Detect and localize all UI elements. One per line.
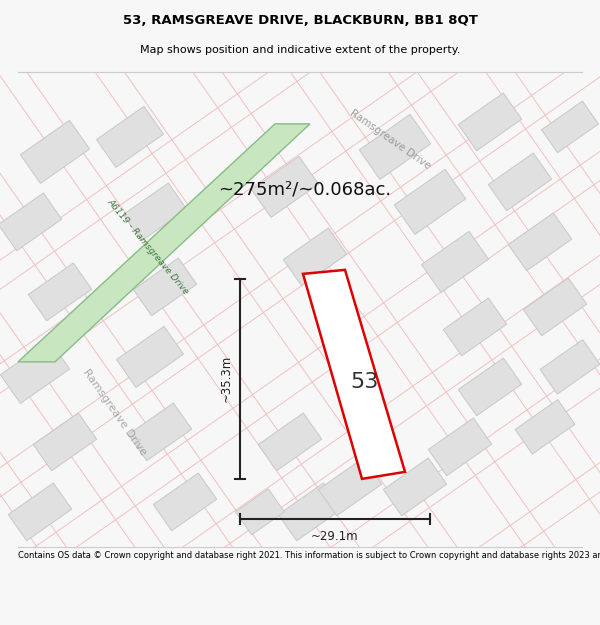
Polygon shape xyxy=(541,101,599,152)
Polygon shape xyxy=(133,258,197,316)
Polygon shape xyxy=(128,403,192,461)
Polygon shape xyxy=(116,326,184,388)
Text: 53, RAMSGREAVE DRIVE, BLACKBURN, BB1 8QT: 53, RAMSGREAVE DRIVE, BLACKBURN, BB1 8QT xyxy=(122,14,478,27)
Polygon shape xyxy=(20,121,89,183)
Polygon shape xyxy=(1,341,70,403)
Text: A6119 - Ramsgreave Drive: A6119 - Ramsgreave Drive xyxy=(106,198,191,296)
Polygon shape xyxy=(421,231,488,292)
Polygon shape xyxy=(443,298,507,356)
Polygon shape xyxy=(8,483,72,541)
Polygon shape xyxy=(394,169,466,234)
Text: Contains OS data © Crown copyright and database right 2021. This information is : Contains OS data © Crown copyright and d… xyxy=(18,551,600,561)
Text: Map shows position and indicative extent of the property.: Map shows position and indicative extent… xyxy=(140,46,460,55)
Text: 53: 53 xyxy=(351,372,379,392)
Polygon shape xyxy=(236,489,284,535)
Polygon shape xyxy=(18,124,310,362)
Polygon shape xyxy=(359,114,431,179)
Text: Ramsgreave Drive: Ramsgreave Drive xyxy=(348,108,432,171)
Polygon shape xyxy=(153,473,217,531)
Polygon shape xyxy=(383,458,447,516)
Polygon shape xyxy=(278,483,342,541)
Polygon shape xyxy=(523,278,587,336)
Text: ~35.3m: ~35.3m xyxy=(220,355,233,402)
Polygon shape xyxy=(28,263,92,321)
Polygon shape xyxy=(540,339,600,394)
Polygon shape xyxy=(251,156,319,218)
Polygon shape xyxy=(428,418,492,476)
Polygon shape xyxy=(0,193,62,251)
Polygon shape xyxy=(258,413,322,471)
Polygon shape xyxy=(318,458,382,516)
Polygon shape xyxy=(97,106,164,168)
Polygon shape xyxy=(303,270,405,479)
Text: ~275m²/~0.068ac.: ~275m²/~0.068ac. xyxy=(218,181,392,199)
Text: ~29.1m: ~29.1m xyxy=(311,531,359,543)
Polygon shape xyxy=(488,153,552,211)
Polygon shape xyxy=(458,358,522,416)
Polygon shape xyxy=(123,183,187,241)
Polygon shape xyxy=(515,399,575,454)
Polygon shape xyxy=(508,213,572,271)
Text: Ramsgreave Drive: Ramsgreave Drive xyxy=(82,367,149,457)
Polygon shape xyxy=(283,228,347,286)
Polygon shape xyxy=(33,413,97,471)
Polygon shape xyxy=(458,93,522,151)
